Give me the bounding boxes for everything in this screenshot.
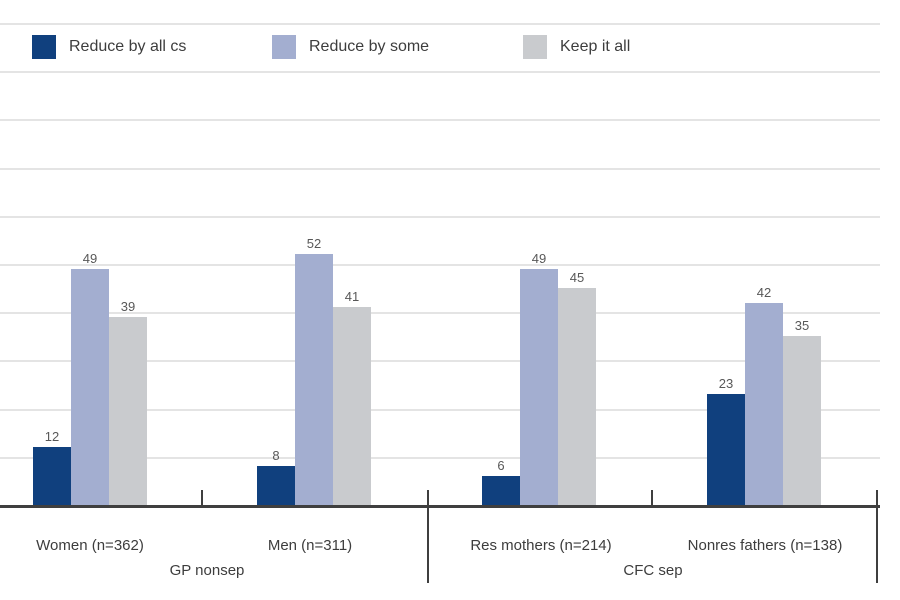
group-label-cfc-sep: CFC sep [623,562,683,579]
legend-item-reduce-by-some: Reduce by some [272,23,429,71]
axis-group-separator [427,490,429,583]
bar-value-label: 35 [794,318,810,333]
gridline [0,23,880,25]
gridline [0,360,880,363]
bar-value-label: 23 [718,376,734,391]
bar-keep-it-all [333,307,371,505]
x-axis-line [0,505,880,508]
legend-item-keep-it-all: Keep it all [523,23,630,71]
bar-value-label: 42 [756,285,772,300]
bar-value-label: 39 [120,299,136,314]
bar-value-label: 49 [82,251,98,266]
legend-item-reduce-by-all-cs: Reduce by all cs [32,23,186,71]
bar-value-label: 8 [272,448,280,463]
group-label-gp-nonsep: GP nonsep [169,562,245,579]
gridline [0,408,880,411]
bar-value-label: 45 [569,270,585,285]
gridline [0,167,880,170]
axis-group-separator [876,490,878,583]
legend-swatch-reduce-by-all-cs [32,35,56,59]
bar-value-label: 49 [531,251,547,266]
bar-reduce-by-some [71,269,109,505]
category-label-men: Men (n=311) [267,537,353,554]
gridline [0,456,880,459]
legend-swatch-reduce-by-some [272,35,296,59]
category-label-women: Women (n=362) [36,537,144,554]
legend-swatch-keep-it-all [523,35,547,59]
category-label-nonres-fathers: Nonres fathers (n=138) [687,537,843,554]
bar-reduce-by-some [295,254,333,505]
bar-keep-it-all [109,317,147,505]
gridline [0,264,880,266]
legend-label: Reduce by some [309,38,430,55]
bar-value-label: 12 [44,429,60,444]
chart-legend: Reduce by all cs Reduce by some Keep it … [0,23,880,71]
gridline [0,312,880,315]
bar-reduce-by-all-cs [707,394,745,505]
bar-reduce-by-some [520,269,558,505]
bar-reduce-by-all-cs [482,476,520,505]
bar-keep-it-all [558,288,596,505]
bar-value-label: 52 [306,236,322,251]
axis-tick [651,490,653,508]
bar-value-label: 41 [344,289,360,304]
bar-reduce-by-all-cs [33,447,71,505]
gridline [0,215,880,218]
bar-reduce-by-all-cs [257,466,295,505]
category-label-res-mothers: Res mothers (n=214) [470,537,612,554]
bar-keep-it-all [783,336,821,505]
bar-value-label: 6 [497,458,505,473]
legend-label: Reduce by all cs [69,38,187,55]
legend-label: Keep it all [560,38,631,55]
gridline [0,71,880,74]
bar-reduce-by-some [745,303,783,505]
gridline [0,119,880,122]
axis-tick [201,490,203,508]
